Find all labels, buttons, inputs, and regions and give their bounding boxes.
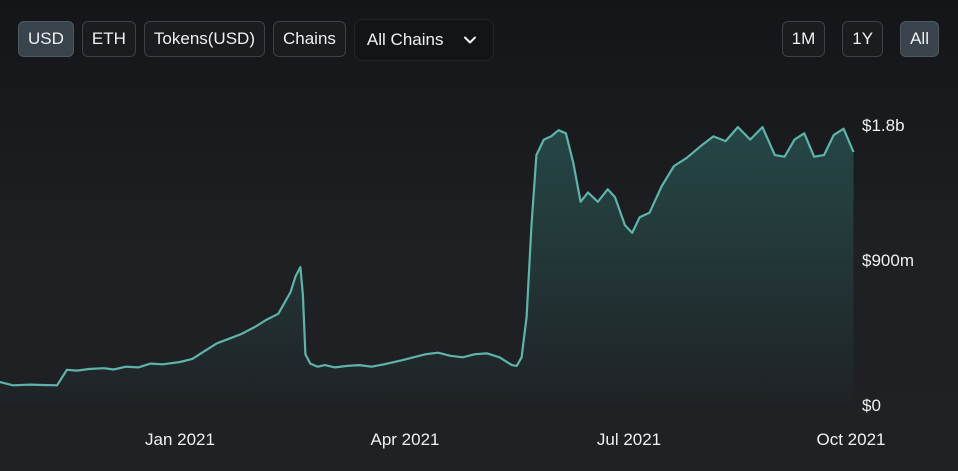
range-all-button[interactable]: All [900, 21, 939, 57]
toolbar: USD ETH Tokens(USD) Chains All Chains [18, 19, 495, 61]
chains-button[interactable]: Chains [273, 21, 346, 57]
range-toolbar: 1M 1Y All [781, 21, 939, 57]
y-tick-label: $900m [862, 251, 914, 270]
eth-button[interactable]: ETH [81, 21, 136, 57]
range-1y-button[interactable]: 1Y [842, 21, 884, 57]
series-area-fill [0, 127, 854, 404]
series-line [0, 126, 855, 387]
y-tick-label: $0 [862, 396, 881, 415]
y-tick-label: $1.8b [862, 116, 905, 135]
x-tick-label: Oct 2021 [817, 430, 886, 449]
x-tick-label: Jul 2021 [597, 430, 661, 449]
chain-select[interactable]: All Chains [353, 19, 495, 61]
chain-select-value: All Chains [366, 30, 444, 49]
usd-button[interactable]: USD [18, 21, 74, 57]
chevron-down-icon [464, 36, 477, 44]
tokens-usd-button[interactable]: Tokens(USD) [143, 21, 265, 57]
x-tick-label: Apr 2021 [371, 430, 440, 449]
x-tick-label: Jan 2021 [145, 430, 215, 449]
range-1m-button[interactable]: 1M [781, 21, 826, 57]
